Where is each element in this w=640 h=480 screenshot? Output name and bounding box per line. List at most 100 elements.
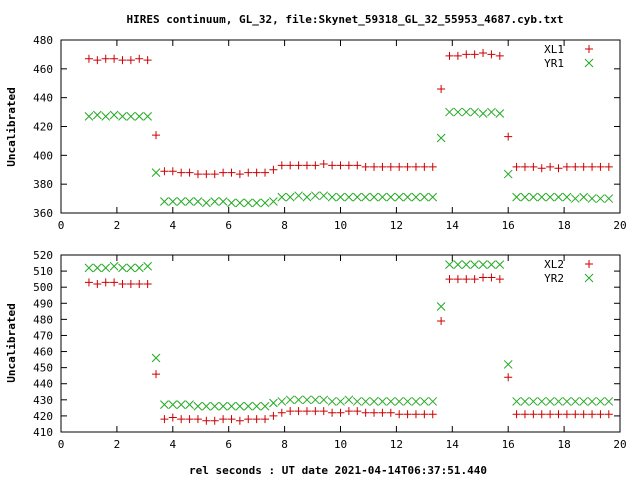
data-point: [420, 162, 429, 171]
data-point: [84, 278, 93, 287]
data-point: [353, 407, 362, 416]
data-point: [160, 197, 169, 206]
data-point: [126, 56, 135, 65]
data-point: [520, 410, 529, 419]
data-point: [277, 161, 286, 170]
data-point: [378, 192, 387, 202]
x-tick-label: 6: [225, 219, 232, 232]
data-point: [201, 198, 211, 208]
data-point: [386, 408, 395, 417]
data-point: [134, 112, 144, 121]
y-tick-label: 500: [33, 281, 53, 294]
data-point: [562, 192, 572, 202]
data-point: [261, 168, 270, 177]
data-point: [520, 162, 529, 171]
data-point: [227, 198, 236, 208]
data-point: [588, 410, 597, 419]
x-tick-label: 4: [169, 219, 176, 232]
data-point: [361, 192, 371, 202]
x-tick-label: 6: [225, 438, 232, 451]
data-point: [479, 273, 488, 282]
data-point: [487, 273, 496, 282]
data-point: [319, 159, 328, 168]
data-point: [219, 168, 228, 177]
y-tick-label: 480: [33, 34, 53, 47]
data-point: [93, 279, 102, 288]
data-point: [470, 50, 479, 59]
data-point: [478, 109, 488, 118]
data-point: [235, 170, 244, 179]
data-point: [118, 279, 127, 288]
data-point: [109, 110, 119, 120]
data-point: [185, 400, 194, 409]
data-point: [370, 162, 379, 171]
data-point: [579, 162, 588, 171]
y-tick-label: 460: [33, 63, 53, 76]
data-point: [588, 162, 597, 171]
data-point: [168, 400, 178, 409]
data-point: [554, 164, 563, 173]
data-point: [394, 192, 404, 202]
y-tick-label: 430: [33, 394, 53, 407]
data-point: [235, 198, 245, 208]
data-point: [152, 370, 161, 379]
x-tick-label: 14: [446, 219, 460, 232]
x-tick-label: 12: [390, 438, 403, 451]
data-point: [571, 410, 580, 419]
data-point: [579, 192, 589, 202]
data-point: [461, 107, 471, 117]
data-point: [152, 131, 161, 140]
data-point: [579, 397, 589, 406]
y-tick-label: 360: [33, 207, 53, 220]
data-point: [512, 397, 521, 406]
data-point: [302, 192, 312, 202]
data-point: [193, 401, 203, 411]
data-point: [327, 192, 337, 202]
data-point: [437, 85, 446, 94]
x-tick-label: 10: [334, 219, 347, 232]
data-point: [495, 51, 504, 60]
data-point: [487, 107, 496, 117]
data-point: [244, 168, 253, 177]
data-point: [361, 162, 370, 171]
data-point: [403, 192, 412, 202]
y-tick-label: 520: [33, 249, 53, 262]
data-point: [319, 395, 329, 405]
data-point: [118, 263, 127, 273]
data-point: [411, 410, 420, 419]
data-point: [227, 401, 236, 411]
data-point: [453, 260, 463, 270]
data-point: [570, 194, 580, 203]
data-point: [470, 260, 480, 270]
data-point: [537, 397, 547, 406]
data-point: [218, 197, 228, 206]
x-tick-label: 4: [169, 438, 176, 451]
data-point: [134, 263, 144, 273]
data-point: [495, 260, 505, 270]
y-tick-label: 420: [33, 410, 53, 423]
data-point: [135, 279, 144, 288]
data-point: [176, 400, 186, 409]
data-point: [260, 401, 270, 411]
data-point: [151, 168, 161, 177]
data-point: [386, 397, 396, 406]
y-axis-label: Uncalibrated: [5, 87, 18, 166]
data-point: [193, 170, 202, 179]
y-tick-label: 480: [33, 313, 53, 326]
data-point: [336, 408, 345, 417]
data-point: [310, 395, 320, 405]
data-point: [520, 192, 530, 202]
y-tick-label: 400: [33, 149, 53, 162]
data-point: [437, 316, 446, 325]
legend-marker: [585, 45, 593, 53]
data-point: [478, 260, 488, 270]
data-point: [529, 410, 538, 419]
data-point: [101, 112, 111, 121]
data-point: [126, 112, 136, 121]
data-point: [151, 353, 161, 363]
data-point: [411, 162, 420, 171]
data-point: [419, 192, 429, 202]
data-point: [92, 110, 102, 120]
data-point: [227, 168, 236, 177]
data-point: [252, 168, 261, 177]
